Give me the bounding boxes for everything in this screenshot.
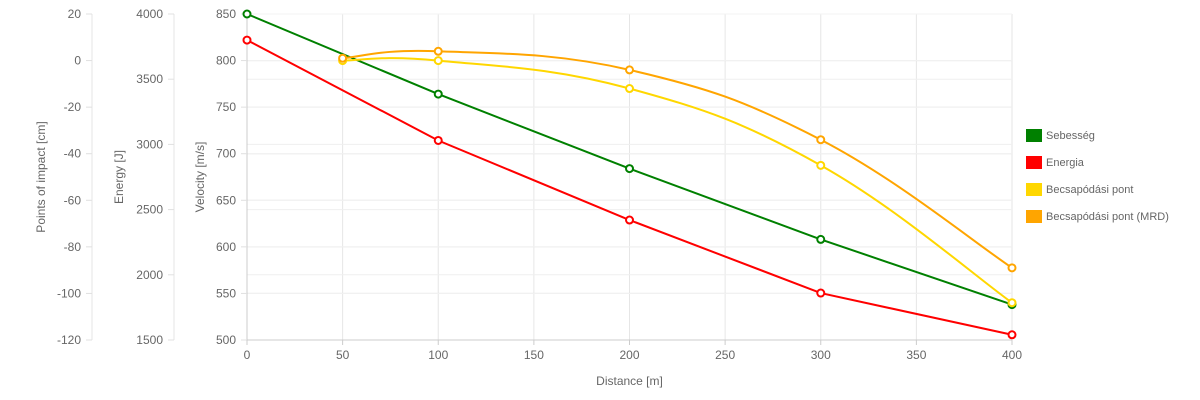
x-tick-label: 100	[428, 348, 448, 362]
data-point[interactable]	[625, 215, 634, 225]
legend-swatch[interactable]	[1026, 183, 1042, 196]
data-point[interactable]	[433, 46, 443, 56]
velocity-axis-title: Velocity [m/s]	[193, 142, 207, 213]
legend-label[interactable]: Becsapódási pont (MRD)	[1046, 211, 1169, 223]
legend-swatch[interactable]	[1026, 210, 1042, 223]
data-point[interactable]	[242, 35, 252, 45]
data-point[interactable]	[816, 234, 826, 244]
legend-swatch[interactable]	[1026, 156, 1042, 169]
impact-tick-label: -60	[64, 193, 82, 207]
x-tick-label: 350	[906, 348, 926, 362]
data-point[interactable]	[1007, 330, 1017, 340]
energy-tick-label: 1500	[136, 333, 163, 347]
x-tick-label: 50	[336, 348, 350, 362]
x-tick-label: 400	[1002, 348, 1022, 362]
legend-label[interactable]: Becsapódási pont	[1046, 184, 1133, 196]
legend: Sebesség Energia Becsapódási pont Becsapódá…	[1026, 129, 1169, 223]
x-axis-title: Distance [m]	[596, 374, 663, 388]
velocity-tick-label: 700	[216, 147, 236, 161]
impact-tick-label: -20	[64, 100, 82, 114]
velocity-tick-label: 600	[216, 240, 236, 254]
impact-tick-label: 20	[68, 7, 82, 21]
x-tick-label: 300	[811, 348, 831, 362]
data-point[interactable]	[625, 164, 634, 174]
energy-tick-label: 3500	[136, 72, 163, 86]
data-point[interactable]	[625, 65, 634, 75]
impact-tick-label: -40	[64, 147, 82, 161]
data-point[interactable]	[816, 160, 826, 170]
x-tick-label: 200	[619, 348, 639, 362]
impact-axis-title: Points of impact [cm]	[34, 121, 48, 232]
impact-tick-label: -80	[64, 240, 82, 254]
data-point[interactable]	[433, 89, 443, 99]
energy-tick-label: 2000	[136, 268, 163, 282]
legend-swatch[interactable]	[1026, 129, 1042, 142]
impact-tick-label: -120	[57, 333, 81, 347]
energy-tick-label: 2500	[136, 203, 163, 217]
data-point[interactable]	[242, 9, 252, 19]
data-point[interactable]	[1007, 298, 1017, 308]
impact-tick-label: 0	[74, 54, 81, 68]
velocity-tick-label: 650	[216, 193, 236, 207]
x-tick-label: 250	[715, 348, 735, 362]
velocity-tick-label: 550	[216, 286, 236, 300]
velocity-tick-label: 850	[216, 7, 236, 21]
impact-tick-label: -100	[57, 286, 81, 300]
data-point[interactable]	[816, 135, 826, 145]
velocity-tick-label: 750	[216, 100, 236, 114]
data-point[interactable]	[1007, 263, 1017, 273]
series-line-2	[342, 57, 1013, 304]
series-line-3	[342, 49, 1013, 269]
energy-axis-title: Energy [J]	[112, 150, 126, 204]
data-point[interactable]	[433, 56, 443, 66]
data-point[interactable]	[338, 53, 348, 63]
x-tick-label: 0	[244, 348, 251, 362]
legend-label[interactable]: Sebesség	[1046, 130, 1095, 142]
data-point[interactable]	[816, 288, 826, 298]
data-point[interactable]	[625, 84, 634, 94]
velocity-tick-label: 800	[216, 54, 236, 68]
legend-label[interactable]: Energia	[1046, 157, 1085, 169]
x-tick-label: 150	[524, 348, 544, 362]
series-layer	[242, 9, 1017, 340]
velocity-tick-label: 500	[216, 333, 236, 347]
energy-tick-label: 3000	[136, 137, 163, 151]
energy-tick-label: 4000	[136, 7, 163, 21]
data-point[interactable]	[433, 135, 443, 145]
